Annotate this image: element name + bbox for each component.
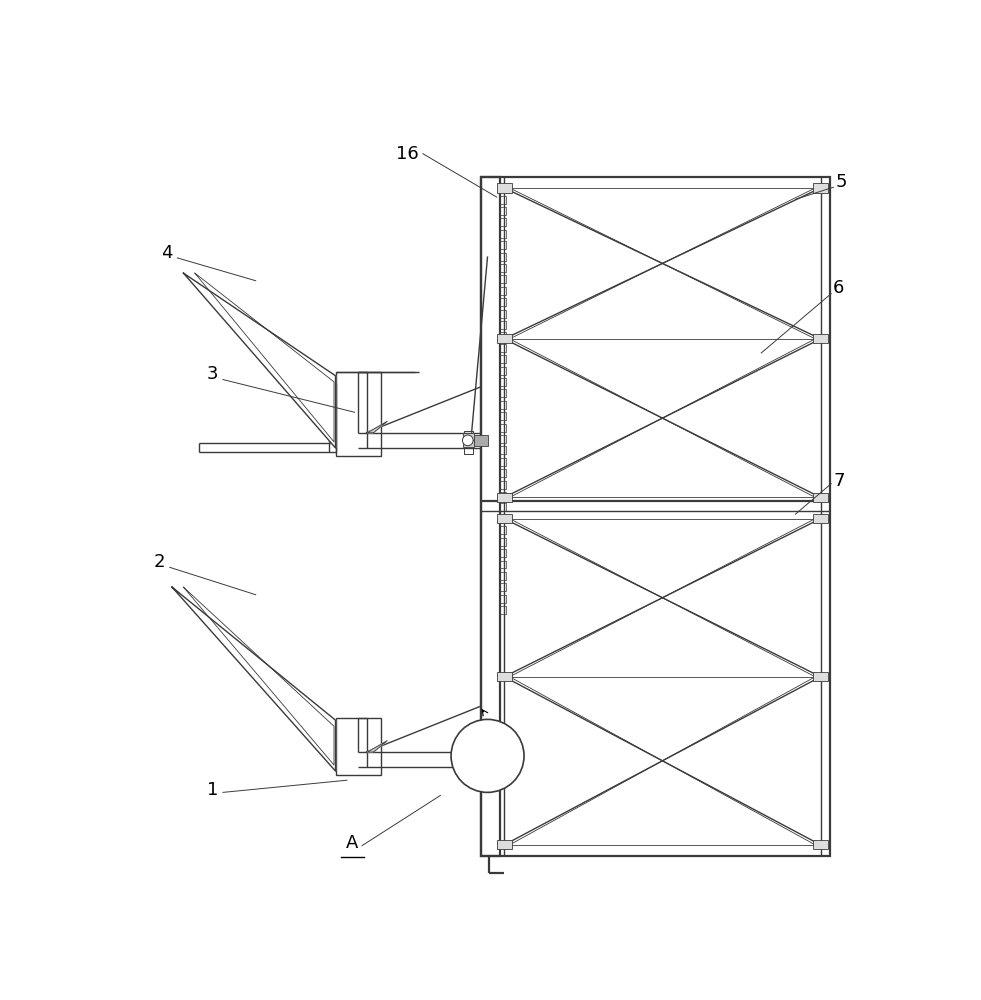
Bar — [482, 177, 499, 856]
Text: 6: 6 — [833, 279, 845, 297]
Text: 16: 16 — [396, 145, 419, 163]
Polygon shape — [172, 587, 336, 771]
Bar — [482, 177, 830, 856]
Text: 3: 3 — [207, 365, 218, 383]
Bar — [336, 372, 381, 456]
Polygon shape — [368, 421, 387, 433]
Bar — [496, 672, 512, 681]
Bar — [474, 754, 488, 766]
Bar — [496, 183, 512, 193]
Bar — [813, 183, 828, 193]
Bar — [496, 840, 512, 849]
Polygon shape — [368, 741, 387, 752]
Polygon shape — [183, 273, 336, 448]
Bar — [813, 672, 828, 681]
Bar — [474, 435, 488, 446]
Bar — [813, 334, 828, 343]
Circle shape — [462, 754, 473, 765]
Bar — [813, 840, 828, 849]
Bar — [464, 751, 473, 773]
Bar — [813, 514, 828, 523]
Bar — [463, 440, 474, 447]
Bar — [464, 431, 473, 454]
Circle shape — [451, 719, 524, 792]
Text: A: A — [346, 834, 358, 852]
Text: 2: 2 — [153, 553, 165, 571]
Bar — [463, 433, 474, 440]
Bar — [463, 752, 474, 759]
Bar — [336, 718, 381, 775]
Bar — [463, 760, 474, 767]
Text: 7: 7 — [833, 472, 845, 490]
Text: 5: 5 — [836, 173, 847, 191]
Bar — [813, 493, 828, 502]
Bar — [496, 334, 512, 343]
Text: 4: 4 — [161, 244, 173, 262]
Bar — [496, 514, 512, 523]
Text: 1: 1 — [207, 781, 218, 799]
Circle shape — [462, 435, 473, 446]
Bar — [496, 493, 512, 502]
